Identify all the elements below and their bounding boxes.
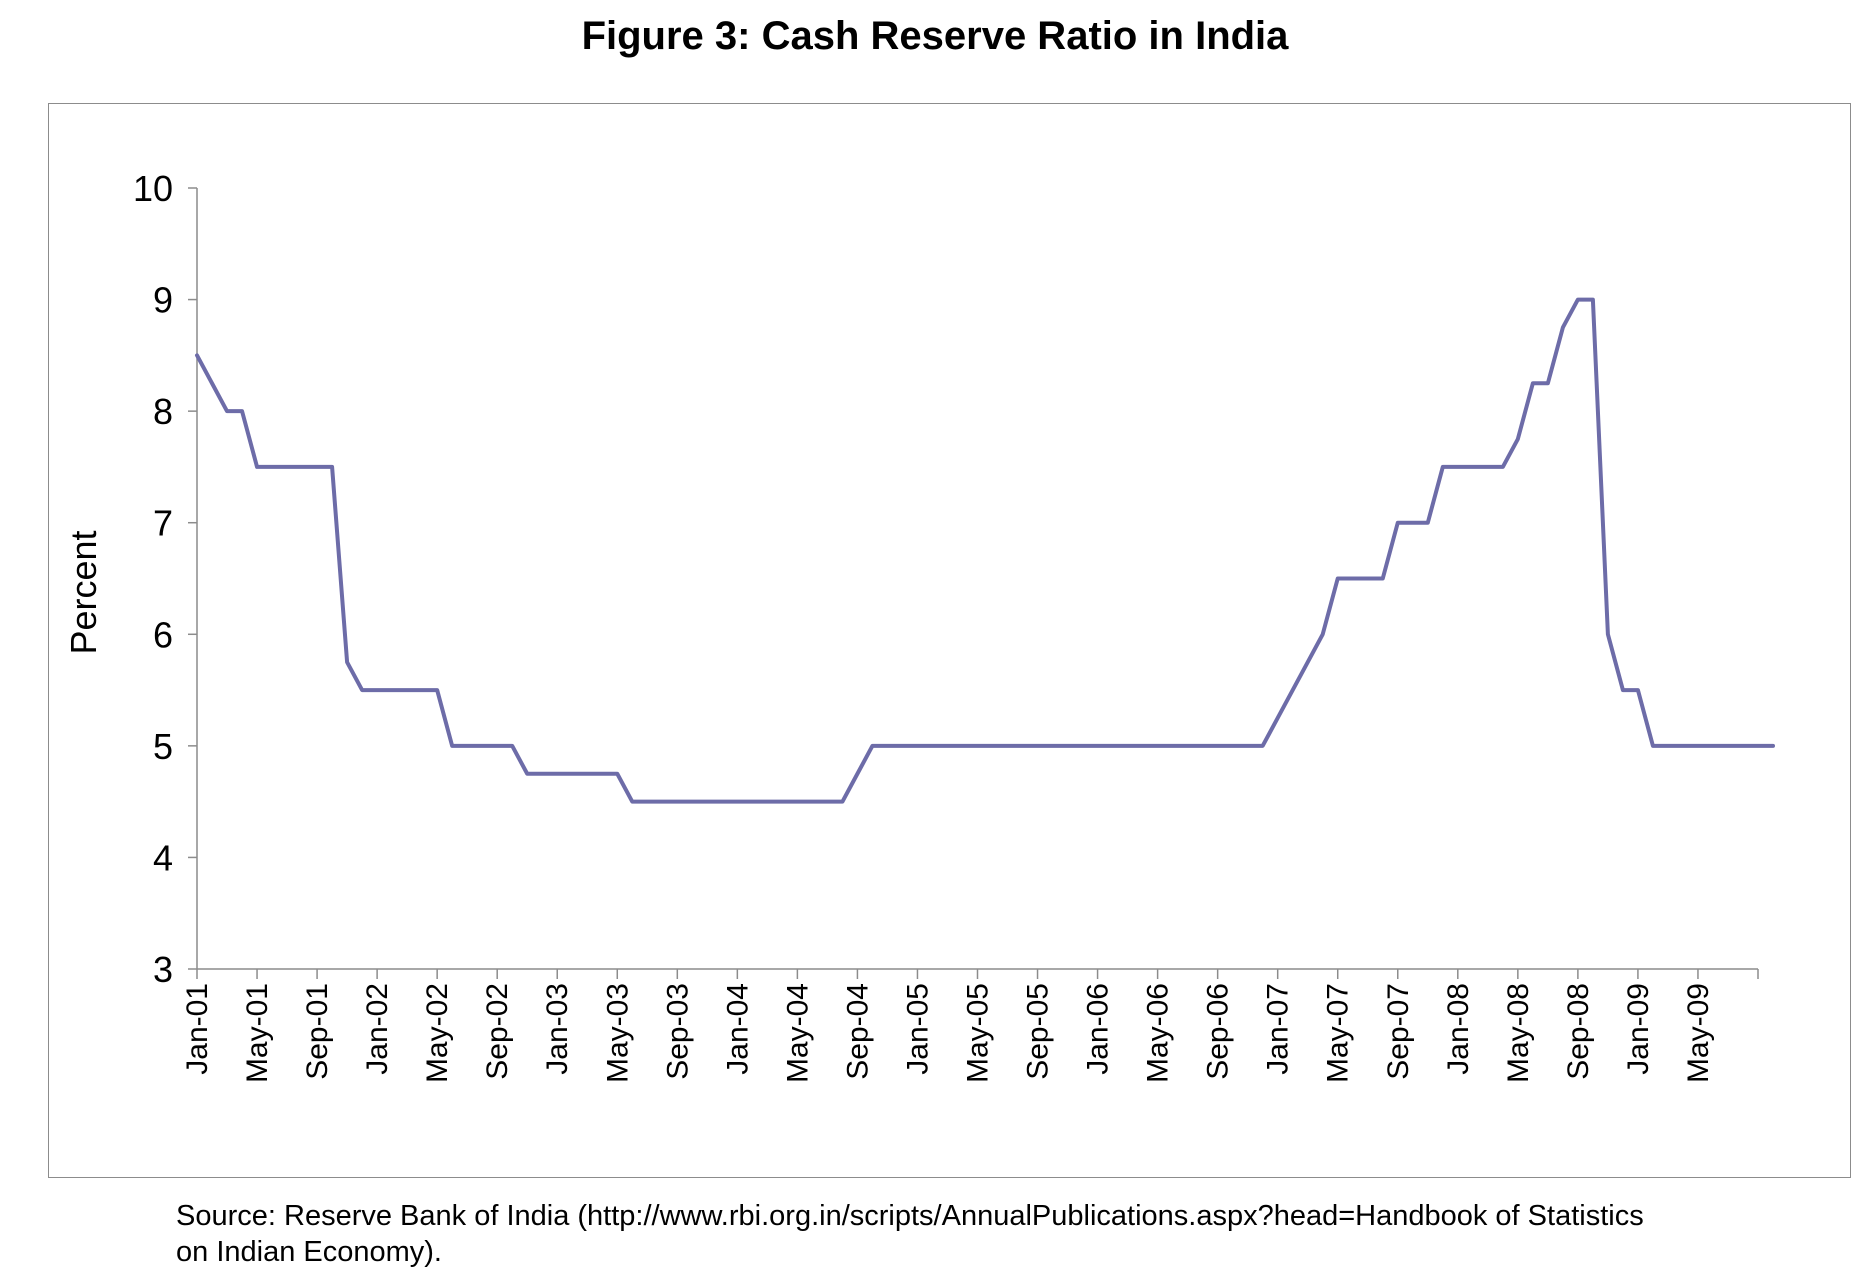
x-tick-label: Jan-05 xyxy=(901,983,934,1075)
chart-frame xyxy=(48,103,1851,1178)
x-tick-label: Sep-04 xyxy=(841,983,874,1080)
x-tick-label: May-01 xyxy=(241,983,274,1083)
x-tick-label: Sep-06 xyxy=(1202,983,1235,1080)
y-tick-label: 10 xyxy=(133,168,173,209)
series-line-crr xyxy=(195,297,1776,804)
x-tick-label: Jan-06 xyxy=(1082,983,1115,1075)
chart-title: Figure 3: Cash Reserve Ratio in India xyxy=(581,14,1289,58)
y-tick-label: 8 xyxy=(153,391,173,432)
y-tick-label: 3 xyxy=(153,949,173,990)
x-tick-label: May-02 xyxy=(421,983,454,1083)
x-tick-label: Jan-09 xyxy=(1622,983,1655,1075)
y-tick-label: 4 xyxy=(153,837,173,878)
x-tick-label: May-07 xyxy=(1322,983,1355,1083)
y-tick-label: 6 xyxy=(153,614,173,655)
x-tick-label: May-03 xyxy=(601,983,634,1083)
x-tick-label: May-04 xyxy=(781,983,814,1083)
x-tick-label: Sep-02 xyxy=(481,983,514,1080)
x-tick-label: Jan-08 xyxy=(1442,983,1475,1075)
x-tick-label: Sep-03 xyxy=(661,983,694,1080)
y-tick-label: 5 xyxy=(153,726,173,767)
x-tick-label: May-05 xyxy=(962,983,995,1083)
source-note: Source: Reserve Bank of India (http://ww… xyxy=(176,1198,1816,1270)
x-tick-label: May-08 xyxy=(1502,983,1535,1083)
x-tick-label: Jan-07 xyxy=(1262,983,1295,1075)
x-tick-label: Sep-01 xyxy=(301,983,334,1080)
x-tick-label: Jan-04 xyxy=(721,983,754,1075)
x-tick-label: Jan-02 xyxy=(361,983,394,1075)
x-tick-label: Jan-03 xyxy=(541,983,574,1075)
x-tick-label: May-06 xyxy=(1142,983,1175,1083)
y-tick-label: 9 xyxy=(153,280,173,321)
source-line-1: Source: Reserve Bank of India (http://ww… xyxy=(176,1200,1644,1232)
y-tick-label: 7 xyxy=(153,503,173,544)
x-tick-label: Sep-08 xyxy=(1562,983,1595,1080)
x-tick-label: Sep-05 xyxy=(1022,983,1055,1080)
y-axis-title: Percent xyxy=(63,530,104,654)
x-tick-label: Jan-01 xyxy=(181,983,214,1075)
source-line-2: on Indian Economy). xyxy=(176,1236,442,1268)
x-tick-label: May-09 xyxy=(1682,983,1715,1083)
x-tick-label: Sep-07 xyxy=(1382,983,1415,1080)
